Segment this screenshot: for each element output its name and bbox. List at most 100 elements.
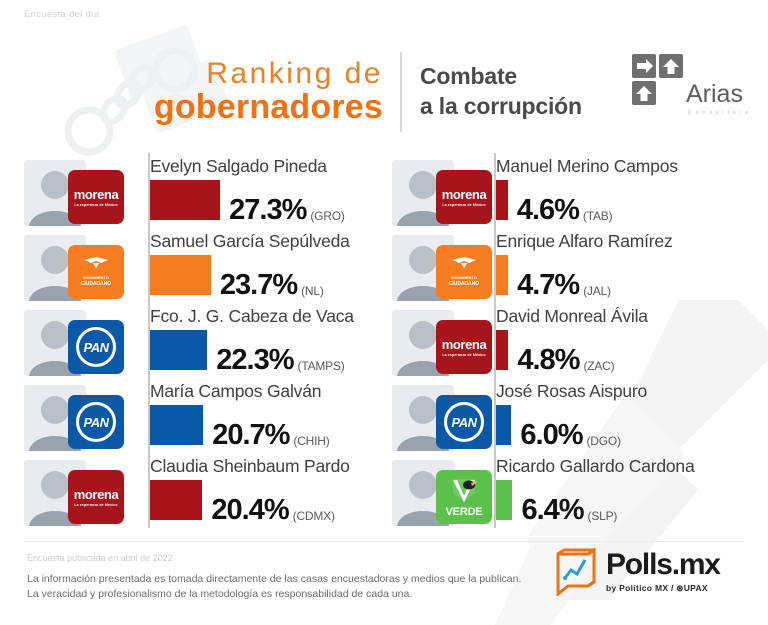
value-bar (150, 330, 208, 370)
arias-consultores-logo: Arias C o n s u l t o r e s (632, 54, 750, 116)
row-divider (494, 303, 496, 378)
state-abbrev: (NL) (301, 284, 324, 298)
value-row: 20.4% (CDMX) (150, 479, 384, 525)
ranking-row: MOVIMIENTO CIUDADANO Samuel García Sepúlve… (24, 228, 384, 303)
polls-byline: by Político MX / ⊛UPAX (606, 583, 708, 593)
row-content: Evelyn Salgado Pineda 27.3% (GRO) (150, 153, 384, 225)
party-logo-text: morena (441, 186, 487, 202)
party-logo-morena: morena La esperanza de México (68, 170, 124, 224)
row-divider (494, 228, 496, 303)
row-divider (148, 228, 150, 303)
value-bar (150, 405, 204, 445)
row-divider (494, 153, 496, 228)
eyebrow-label: Encuesta del día (24, 9, 100, 20)
ranking-column-left: morena La esperanza de México Evelyn Salga… (0, 153, 384, 528)
value-row: 4.8% (ZAC) (496, 329, 768, 375)
party-logo-mc: MOVIMIENTO CIUDADANO (68, 245, 124, 299)
party-logo-verde: VERDE (436, 470, 492, 524)
party-logo-morena: morena La esperanza de México (436, 170, 492, 224)
ranking-row: PAN Fco. J. G. Cabeza de Vaca 22.3% (TAMPS) (24, 303, 384, 378)
value-percent: 4.8% (517, 344, 580, 376)
row-content: Claudia Sheinbaum Pardo 20.4% (CDMX) (150, 453, 384, 525)
row-divider (494, 378, 496, 453)
value-bar (150, 255, 211, 295)
ranking-row: VERDE Ricardo Gallardo Cardona 6.4% (SLP) (392, 453, 768, 528)
party-logo-subtext: La esperanza de México (442, 202, 486, 207)
party-logo-subtext: CIUDADANO (80, 281, 112, 288)
party-logo-text: PAN (83, 414, 109, 430)
polls-mx-logo: Polls.mx by Político MX / ⊛UPAX (552, 548, 721, 596)
ranking-grid: morena La esperanza de México Evelyn Salga… (0, 153, 768, 528)
value-bar (150, 180, 221, 220)
disclaimer-line-1: La información presentada es tomada dire… (27, 573, 522, 585)
row-content: Fco. J. G. Cabeza de Vaca 22.3% (TAMPS) (150, 303, 384, 375)
eagle-icon (84, 257, 108, 269)
toucan-icon (453, 478, 478, 502)
party-logo-subtext: La esperanza de México (74, 202, 118, 207)
row-divider (148, 303, 150, 378)
footer-divider (24, 541, 744, 542)
ranking-row: morena La esperanza de México Evelyn Salga… (24, 153, 384, 228)
value-bar (496, 330, 509, 370)
party-logo-text: PAN (451, 414, 477, 430)
state-abbrev: (CDMX) (292, 509, 335, 523)
value-row: 4.7% (JAL) (496, 254, 768, 300)
state-abbrev: (CHIH) (293, 434, 330, 448)
value-percent: 4.7% (517, 269, 580, 301)
candidate-name: Evelyn Salgado Pineda (150, 156, 327, 176)
ranking-row: morena La esperanza de México Claudia Shei… (24, 453, 384, 528)
value-percent: 27.3% (229, 194, 307, 226)
party-logo-text: VERDE (445, 505, 483, 518)
main-title: Ranking de gobernadores (0, 57, 400, 126)
row-content: David Monreal Ávila 4.8% (ZAC) (496, 303, 768, 375)
eagle-icon (452, 257, 476, 269)
state-abbrev: (TAMPS) (297, 359, 345, 373)
state-abbrev: (TAB) (582, 209, 613, 223)
party-logo-morena: morena La esperanza de México (68, 470, 124, 524)
value-row: 4.6% (TAB) (496, 179, 768, 225)
value-percent: 4.6% (516, 194, 580, 226)
subtitle-line-1: Combate (420, 63, 518, 90)
party-logo-subtext: La esperanza de México (442, 352, 486, 357)
value-row: 6.0% (DGO) (496, 404, 768, 450)
party-logo-mc: MOVIMIENTO CIUDADANO (436, 245, 492, 299)
row-content: Samuel García Sepúlveda 23.7% (NL) (150, 228, 384, 300)
arias-tagline: C o n s u l t o r e s (688, 110, 750, 116)
polls-wordmark: Polls.mx (606, 548, 721, 581)
party-logo-subtext: La esperanza de México (74, 502, 118, 507)
row-content: Enrique Alfaro Ramírez 4.7% (JAL) (496, 228, 768, 300)
pan-emblem: PAN (76, 402, 116, 442)
party-logo-text: morena (73, 186, 119, 202)
value-row: 22.3% (TAMPS) (150, 329, 384, 375)
value-bar (496, 405, 512, 445)
value-bar (496, 255, 509, 295)
candidate-name: David Monreal Ávila (496, 306, 648, 326)
party-logo-pan: PAN (68, 395, 124, 449)
value-row: 23.7% (NL) (150, 254, 384, 300)
party-logo-morena: morena La esperanza de México (436, 320, 492, 374)
value-bar (496, 480, 513, 520)
title-line-1: Ranking de (206, 56, 383, 90)
row-content: José Rosas Aispuro 6.0% (DGO) (496, 378, 768, 450)
party-logo-subtext: CIUDADANO (448, 281, 480, 288)
value-percent: 20.4% (211, 494, 289, 526)
value-percent: 6.0% (520, 419, 583, 451)
state-abbrev: (JAL) (583, 284, 611, 298)
ranking-row: morena La esperanza de México Manuel Merin… (392, 153, 768, 228)
party-logo-pan: PAN (436, 395, 492, 449)
ranking-row: MOVIMIENTO CIUDADANO Enrique Alfaro Ramíre… (392, 228, 768, 303)
value-percent: 22.3% (216, 344, 294, 376)
row-content: Ricardo Gallardo Cardona 6.4% (SLP) (496, 453, 768, 525)
pan-emblem: PAN (76, 327, 116, 367)
header-divider (400, 51, 402, 132)
ranking-column-right: morena La esperanza de México Manuel Merin… (384, 153, 768, 528)
value-row: 20.7% (CHIH) (150, 404, 384, 450)
row-divider (148, 378, 150, 453)
row-content: Manuel Merino Campos 4.6% (TAB) (496, 153, 768, 225)
value-row: 27.3% (GRO) (150, 179, 384, 225)
disclaimer-line-2: La veracidad y profesionalismo de la met… (27, 588, 413, 600)
ranking-row: morena La esperanza de México David Monrea… (392, 303, 768, 378)
party-logo-text: morena (73, 486, 119, 502)
value-percent: 23.7% (219, 269, 298, 301)
party-logo-text: PAN (83, 339, 109, 355)
